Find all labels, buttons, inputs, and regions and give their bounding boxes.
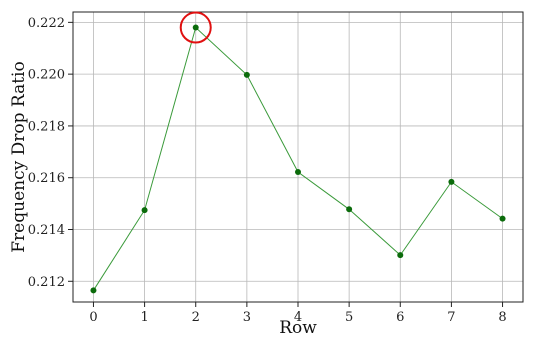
- x-axis-ticks: 0 1 2 3 4 5 6 7 8: [89, 302, 507, 325]
- x-tick-label: 3: [243, 310, 251, 325]
- data-point: [499, 215, 506, 222]
- data-point: [243, 71, 250, 78]
- y-tick-label: 0.216: [28, 171, 65, 186]
- highlight-circle: [179, 11, 212, 44]
- data-point: [397, 252, 404, 259]
- x-tick-label: 2: [192, 310, 200, 325]
- highlight-layer: [179, 11, 212, 44]
- x-tick-label: 8: [498, 310, 506, 325]
- x-tick-label: 1: [140, 310, 148, 325]
- y-tick-label: 0.218: [28, 119, 65, 134]
- data-point: [448, 178, 455, 185]
- data-point: [192, 24, 199, 31]
- y-tick-label: 0.222: [28, 16, 65, 31]
- y-tick-label: 0.220: [28, 68, 65, 83]
- data-series: [90, 24, 506, 294]
- grid-lines: [73, 12, 523, 302]
- x-tick-label: 0: [89, 310, 97, 325]
- x-tick-label: 4: [294, 310, 302, 325]
- y-axis-ticks: 0.212 0.214 0.216 0.218 0.220 0.222: [28, 16, 73, 290]
- x-axis-label: Row: [279, 318, 317, 337]
- data-point: [346, 206, 353, 213]
- x-tick-label: 7: [447, 310, 455, 325]
- y-tick-label: 0.212: [28, 275, 65, 290]
- x-tick-label: 5: [345, 310, 353, 325]
- y-axis-label: Frequency Drop Ratio: [9, 61, 29, 252]
- y-tick-label: 0.214: [28, 223, 65, 238]
- data-point: [141, 207, 148, 214]
- data-point: [90, 287, 97, 294]
- data-point: [295, 169, 301, 176]
- x-tick-label: 6: [396, 310, 404, 325]
